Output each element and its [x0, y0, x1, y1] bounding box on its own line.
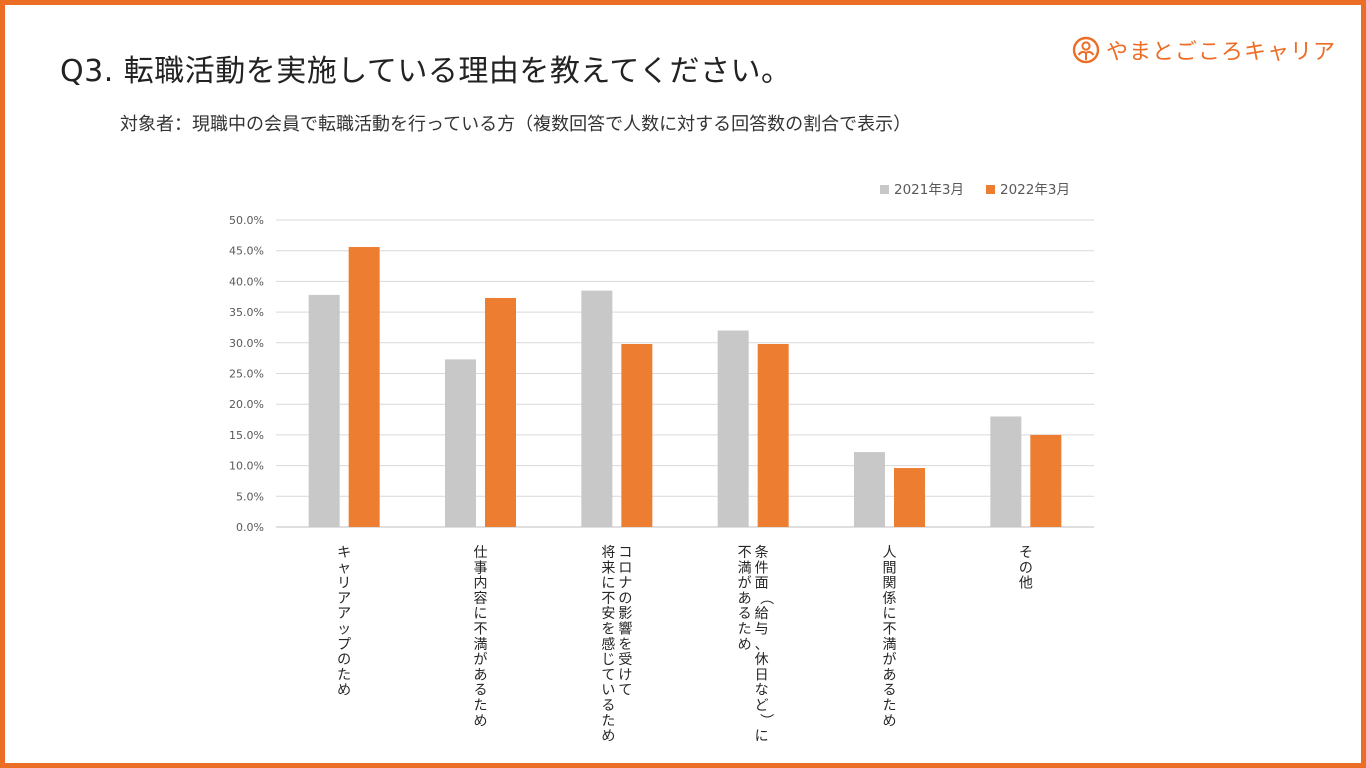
bar-2022年3月 [485, 297, 516, 527]
y-tick-label: 30.0% [229, 337, 264, 350]
x-category-label: キャリアアップのため [337, 545, 351, 699]
y-tick-label: 50.0% [229, 214, 264, 227]
x-category-label-line: コロナの影響を受けて [618, 545, 632, 699]
x-category-label-line: 人間関係に不満があるため [883, 545, 897, 729]
logo-text: やまとごころキャリア [1106, 40, 1337, 65]
x-category-label-glyph: （ [758, 591, 774, 605]
bar-2022年3月 [757, 344, 789, 527]
bar-2022年3月 [621, 344, 653, 527]
page-title: Q3. 転職活動を実施している理由を教えてください。 [60, 54, 792, 89]
bar-2021年3月 [581, 290, 613, 527]
bar-2022年3月 [1030, 434, 1062, 527]
bar-2022年3月 [348, 247, 380, 528]
x-category-label-line: キャリアアップのため [337, 545, 351, 699]
y-tick-label: 10.0% [229, 460, 264, 473]
bar-2021年3月 [990, 416, 1022, 527]
y-tick-label: 45.0% [229, 245, 264, 258]
brand-logo: やまとごころキャリア [1072, 34, 1336, 66]
bar-2022年3月 [894, 468, 925, 527]
legend-swatch [880, 185, 889, 194]
legend-label: 2022年3月 [1000, 182, 1070, 198]
yamatogokoro-logo-icon [1072, 36, 1100, 64]
bar-2021年3月 [717, 330, 749, 527]
y-tick-label: 15.0% [229, 429, 264, 442]
bar-2021年3月 [308, 294, 340, 527]
legend-label: 2021年3月 [894, 182, 964, 198]
x-category-label-line: その他 [1019, 545, 1033, 592]
x-category-label: 仕事内容に不満があるため [474, 545, 488, 729]
bar-2021年3月 [854, 452, 885, 527]
x-category-label: その他 [1019, 545, 1033, 592]
bar-2021年3月 [445, 359, 476, 527]
x-category-label: 人間関係に不満があるため [883, 545, 897, 729]
y-tick-label: 35.0% [229, 306, 264, 319]
x-category-label-line: 条件面給与、休日などに [755, 544, 769, 745]
x-category-label-line: 不満があるため [738, 545, 752, 653]
y-tick-label: 40.0% [229, 275, 264, 288]
y-tick-label: 5.0% [236, 490, 264, 503]
y-tick-label: 25.0% [229, 368, 264, 381]
x-category-label-glyph: ） [758, 713, 774, 727]
x-category-label-line: 将来に不安を感じているため [601, 545, 615, 745]
x-category-label-line: 仕事内容に不満があるため [474, 545, 488, 729]
legend-swatch [986, 185, 995, 194]
y-tick-label: 0.0% [236, 521, 264, 534]
y-tick-label: 20.0% [229, 398, 264, 411]
page-subtitle: 対象者：現職中の会員で転職活動を行っている方（複数回答で人数に対する回答数の割合… [120, 114, 912, 135]
